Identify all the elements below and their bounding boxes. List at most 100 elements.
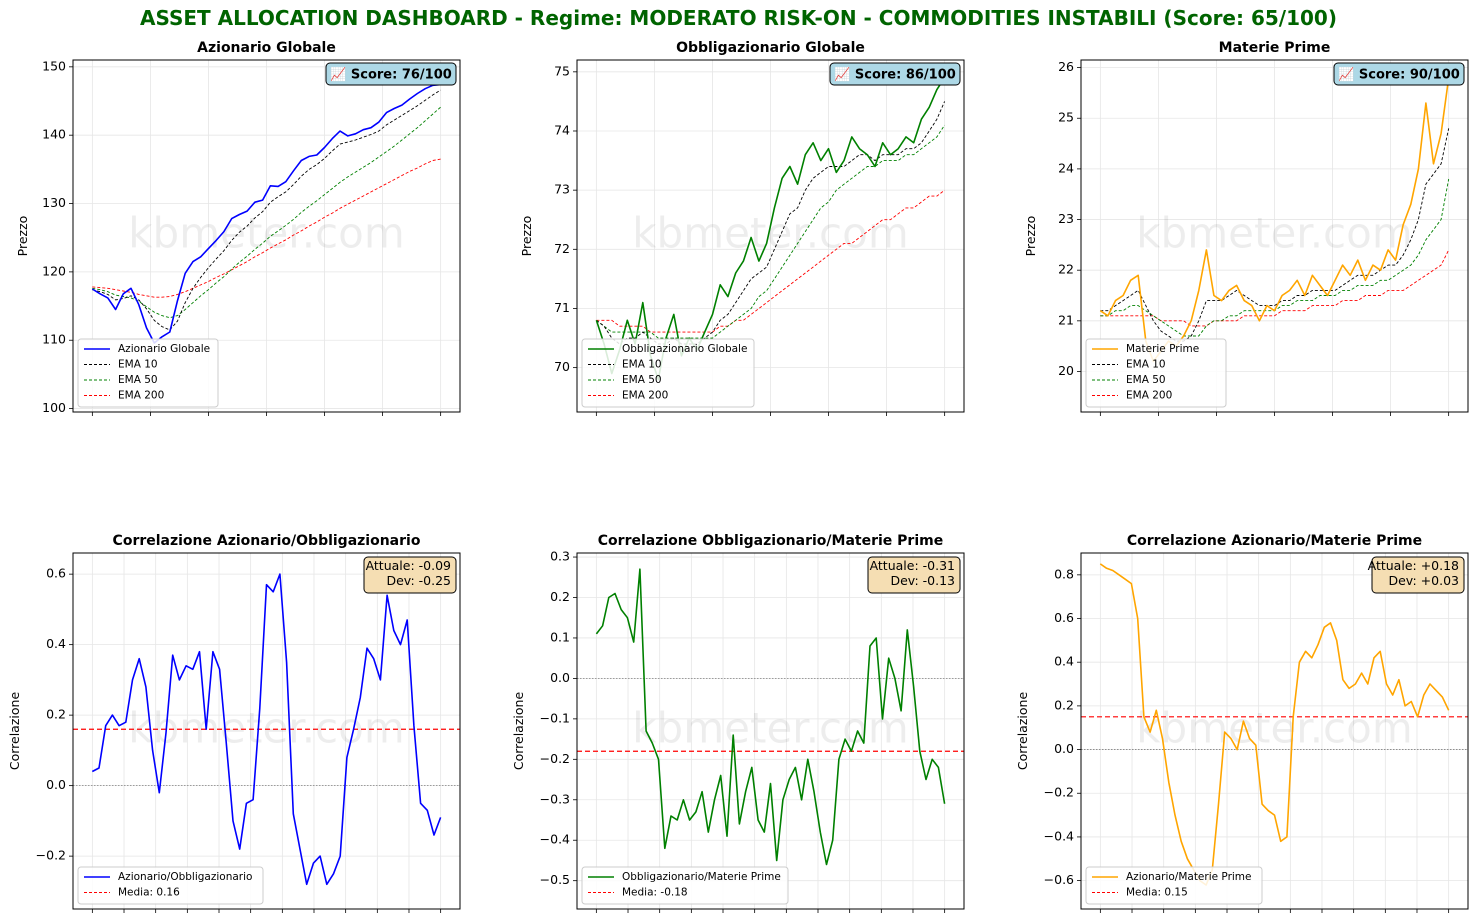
legend-label: Azionario Globale	[118, 343, 210, 355]
y-tick-label: 25	[1058, 110, 1074, 125]
legend-label: EMA 200	[622, 390, 668, 402]
grid	[577, 553, 964, 909]
legend-label: Media: 0.16	[118, 887, 180, 899]
legend-label: EMA 200	[1126, 390, 1172, 402]
y-tick-label: −0.4	[1044, 828, 1074, 843]
y-tick-label: 23	[1058, 211, 1074, 226]
y-tick-label: −0.4	[540, 832, 570, 847]
legend-label: EMA 50	[1126, 374, 1166, 386]
watermark-text: kbmeter.com	[128, 209, 405, 258]
y-tick-label: 0.2	[1054, 697, 1074, 712]
legend-box	[581, 338, 755, 408]
axes-frame	[72, 552, 461, 910]
stats-box	[867, 556, 961, 594]
stats-box	[1371, 556, 1465, 594]
watermark-text: kbmeter.com	[632, 704, 909, 753]
chart-panel-3: kbmeter.com 20 21 22 23 24 25 26 Materie Prime Pr…	[1023, 40, 1469, 416]
stats-label-line: Dev: -0.13	[890, 573, 955, 588]
axes-frame	[576, 59, 965, 413]
y-tick-label: −0.2	[1044, 785, 1074, 800]
legend-label: EMA 10	[1126, 359, 1166, 371]
legend-label: Media: -0.18	[622, 887, 688, 899]
y-tick-label: 0.6	[46, 566, 66, 581]
legend-label: EMA 50	[622, 374, 662, 386]
stats-label-line: Dev: -0.25	[386, 573, 451, 588]
chart-title: Azionario Globale	[197, 40, 336, 56]
legend-label: EMA 10	[622, 359, 662, 371]
y-tick-label: 20	[1058, 363, 1074, 378]
series-line-ema-10	[92, 89, 441, 331]
legend-box	[1085, 338, 1227, 408]
y-tick-label: 21	[1058, 312, 1074, 327]
y-tick-label: 0.0	[550, 670, 570, 685]
axes-frame	[576, 552, 965, 910]
y-tick-label: 0.3	[550, 549, 570, 564]
y-tick-label: 0.0	[1054, 741, 1074, 756]
series-line-azionario-globale	[91, 83, 441, 344]
y-tick-label: 0.1	[550, 629, 570, 644]
y-tick-label: 140	[42, 127, 66, 142]
stats-label-line: Attuale: -0.09	[366, 558, 451, 573]
y-tick-label: −0.1	[540, 710, 570, 725]
stats-label-line: Attuale: -0.31	[870, 558, 955, 573]
y-tick-label: 0.2	[550, 589, 570, 604]
stats-label-line: Dev: +0.03	[1388, 573, 1459, 588]
series-line-ema-50	[596, 124, 945, 339]
chart-title: Correlazione Obbligazionario/Materie Pri…	[598, 533, 943, 549]
y-tick-label: 22	[1058, 262, 1074, 277]
legend-box	[581, 866, 789, 905]
y-tick-label: 0.4	[1054, 654, 1074, 669]
y-tick-label: −0.2	[36, 848, 66, 863]
y-tick-label: 24	[1058, 160, 1074, 175]
chart-panel-2: kbmeter.com 70 71 72 73 74 75 Obbligazionario G…	[519, 40, 965, 416]
watermark-text: kbmeter.com	[632, 209, 909, 258]
chart-panel-4: kbmeter.com −0.2 0.0 0.2 0.4 0.6 Correlazione …	[7, 533, 461, 913]
chart-title: Materie Prime	[1219, 40, 1331, 56]
grid	[73, 60, 460, 412]
score-label: 📈 Score: 86/100	[834, 67, 956, 83]
series-line-azionario-materie-prime	[1099, 563, 1450, 886]
score-box	[325, 62, 457, 86]
y-tick-label: 73	[554, 182, 570, 197]
y-tick-label: 110	[42, 332, 66, 347]
score-box	[829, 62, 961, 86]
y-tick-label: 0.4	[46, 636, 66, 651]
legend-box	[77, 338, 219, 408]
y-tick-label: 0.0	[46, 777, 66, 792]
axes-frame	[1080, 552, 1469, 910]
legend-label: Obbligazionario Globale	[622, 343, 747, 355]
y-axis-label: Prezzo	[1023, 216, 1038, 257]
legend-label: Obbligazionario/Materie Prime	[622, 871, 781, 883]
y-tick-label: 71	[554, 300, 570, 315]
chart-title: Correlazione Azionario/Obbligazionario	[113, 533, 421, 549]
legend-box	[1085, 866, 1263, 905]
legend-label: EMA 50	[118, 374, 158, 386]
y-tick-label: −0.2	[540, 751, 570, 766]
y-tick-label: 100	[42, 400, 66, 415]
y-tick-label: 26	[1058, 59, 1074, 74]
legend-label: EMA 200	[118, 390, 164, 402]
y-tick-label: 75	[554, 63, 570, 78]
y-tick-label: 0.8	[1054, 566, 1074, 581]
y-tick-label: −0.3	[540, 791, 570, 806]
y-tick-label: −0.6	[1044, 872, 1074, 887]
series-line-ema-50	[92, 106, 441, 319]
series-line-ema-10	[1100, 128, 1450, 342]
y-tick-label: 0.6	[1054, 610, 1074, 625]
chart-title: Obbligazionario Globale	[676, 40, 865, 56]
chart-panel-1: kbmeter.com 100 110 120 130 140 150 Azionario G…	[15, 40, 461, 416]
series-line-ema-200	[596, 189, 945, 333]
y-axis-label: Prezzo	[15, 216, 30, 257]
y-tick-label: 0.2	[46, 707, 66, 722]
score-label: 📈 Score: 76/100	[330, 67, 452, 83]
y-tick-label: 130	[42, 195, 66, 210]
y-tick-label: 72	[554, 241, 570, 256]
legend-label: Azionario/Materie Prime	[1126, 871, 1252, 883]
stats-box	[363, 556, 457, 594]
legend-label: Azionario/Obbligazionario	[118, 871, 252, 883]
legend-box	[77, 866, 264, 905]
series-line-obbligazionario-materie-prime	[595, 568, 946, 866]
dashboard-title: ASSET ALLOCATION DASHBOARD - Regime: MOD…	[139, 6, 1337, 30]
y-axis-label: Correlazione	[511, 692, 526, 771]
